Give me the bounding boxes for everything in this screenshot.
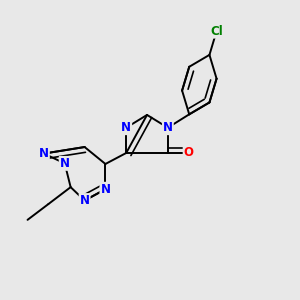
Text: N: N: [100, 183, 110, 196]
Text: N: N: [163, 121, 173, 134]
Text: N: N: [80, 194, 90, 207]
Text: Cl: Cl: [210, 25, 223, 38]
Text: N: N: [60, 157, 70, 170]
Text: O: O: [184, 146, 194, 160]
Text: N: N: [39, 147, 49, 160]
Text: N: N: [121, 121, 131, 134]
